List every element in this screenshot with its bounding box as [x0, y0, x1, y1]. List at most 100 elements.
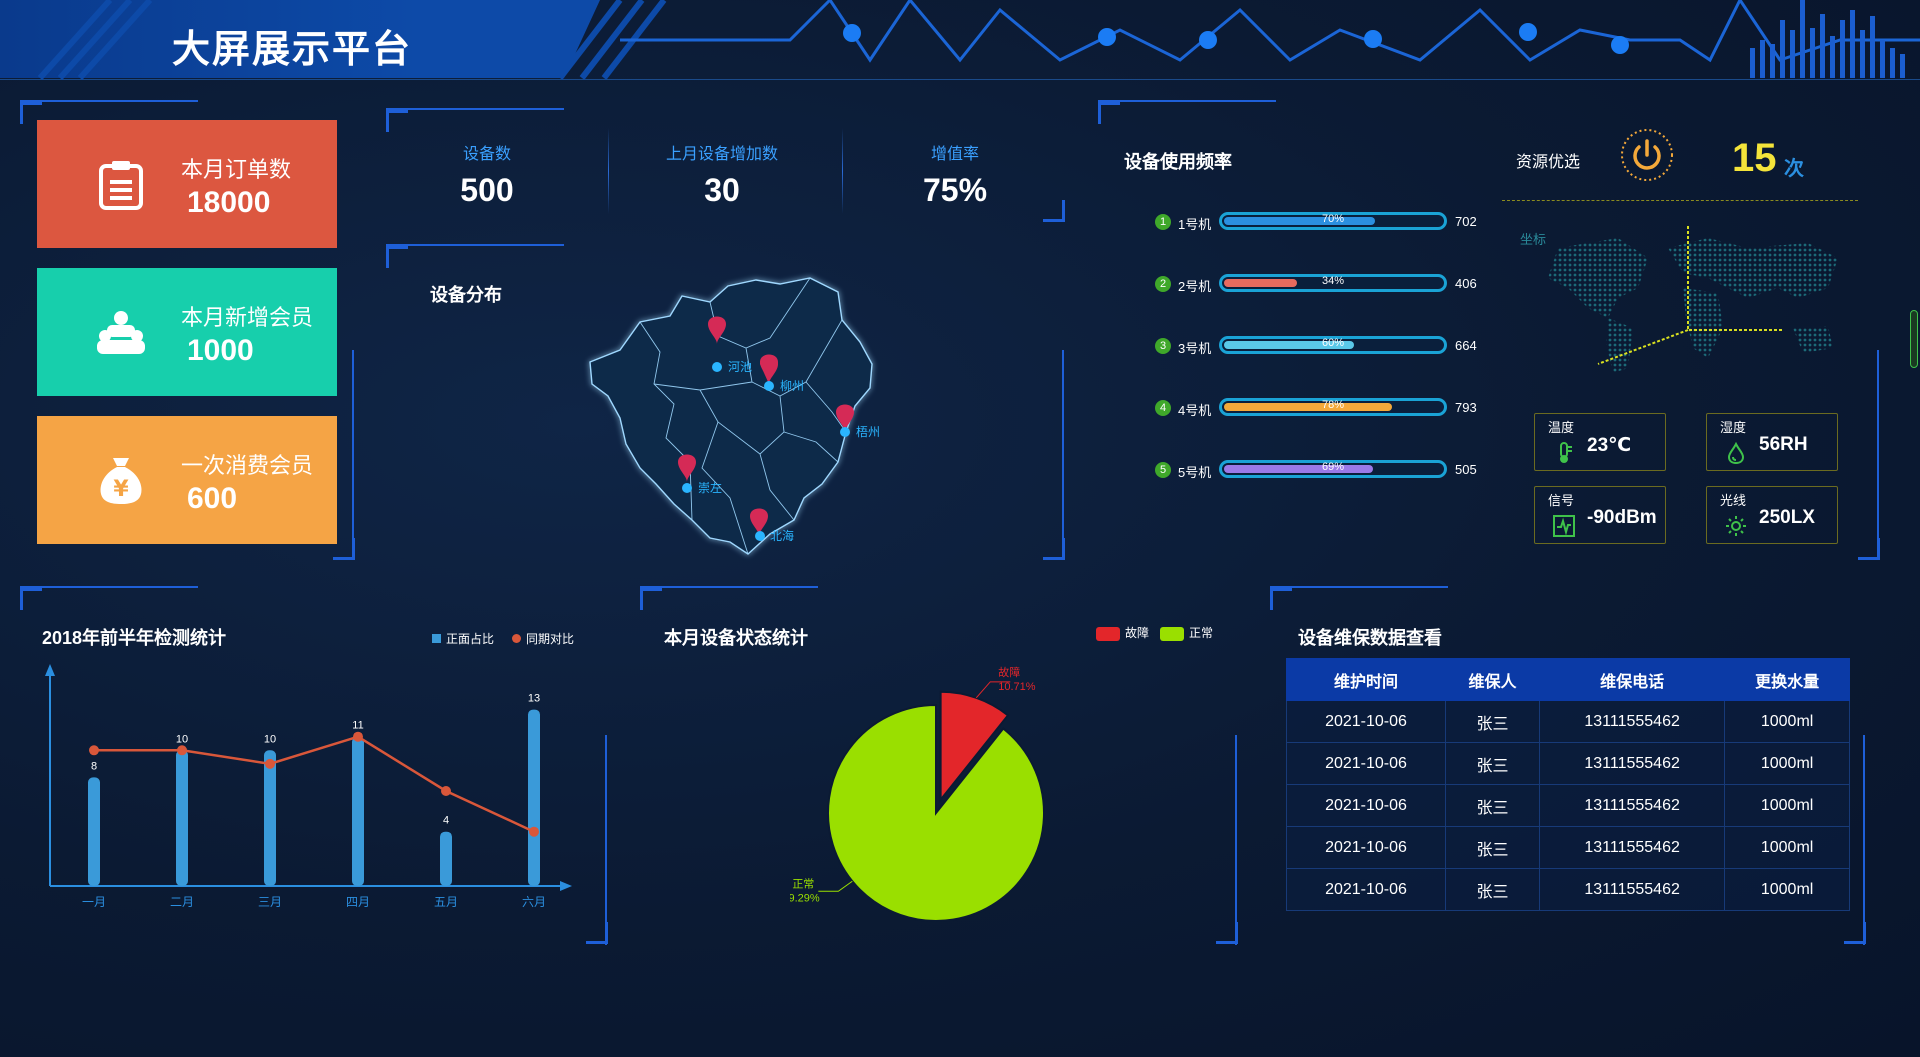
map-pin-icon[interactable] — [760, 354, 778, 392]
usage-percent: 34% — [1321, 275, 1345, 287]
usage-row[interactable]: 4 4号机 78% 793 — [1155, 397, 1485, 421]
x-tick-label: 五月 — [434, 895, 458, 909]
map-region — [589, 277, 873, 555]
sensor-value: 23℃ — [1587, 435, 1632, 456]
legend-label: 正面占比 — [446, 632, 495, 646]
pie-slice[interactable] — [827, 703, 1045, 922]
table-cell: 张三 — [1444, 868, 1541, 911]
map-pin-icon[interactable] — [750, 508, 768, 542]
column-header[interactable]: 维护时间 — [1286, 658, 1446, 701]
column-header[interactable]: 维保人 — [1444, 658, 1541, 701]
kpi-label: 本月新增会员 — [181, 305, 314, 330]
continent — [1606, 318, 1633, 373]
usage-percent: 78% — [1321, 399, 1345, 411]
legend-item-line[interactable]: 同期对比 — [512, 630, 574, 647]
table-row[interactable]: 2021-10-06 张三 13111555462 1000ml — [1286, 826, 1850, 869]
table-row[interactable]: 2021-10-06 张三 13111555462 1000ml — [1286, 742, 1850, 785]
sensor-name: 信号 — [1548, 493, 1575, 508]
droplet-icon — [1727, 442, 1745, 464]
usage-bar-track: 60% — [1219, 336, 1447, 354]
frame-corner — [1098, 102, 1120, 124]
line-point[interactable] — [353, 731, 363, 742]
usage-count: 406 — [1455, 276, 1477, 291]
usage-percent: 60% — [1321, 337, 1345, 349]
usage-count: 664 — [1455, 338, 1477, 353]
sensor-value: 250LX — [1759, 507, 1815, 528]
sensor-light[interactable]: 光线 250LX — [1706, 486, 1838, 544]
scrollbar[interactable] — [1910, 310, 1918, 368]
map-pin-icon[interactable] — [836, 404, 854, 438]
frame-corner — [386, 110, 408, 132]
machine-name: 3号机 — [1178, 341, 1212, 356]
x-tick-label: 六月 — [522, 895, 546, 909]
map-title: 设备分布 — [430, 285, 502, 305]
column-header[interactable]: 维保电话 — [1539, 658, 1726, 701]
usage-title: 设备使用频率 — [1124, 152, 1232, 172]
kpi-card-orders[interactable]: 本月订单数 18000 — [37, 120, 337, 248]
stat-device-increase: 上月设备增加数 30 — [622, 140, 822, 209]
sensor-humidity[interactable]: 湿度 56RH — [1706, 413, 1838, 471]
chart-bar[interactable] — [264, 750, 276, 886]
table-row[interactable]: 2021-10-06 张三 13111555462 1000ml — [1286, 784, 1850, 827]
sensor-temperature[interactable]: 温度 23℃ — [1534, 413, 1666, 471]
table-header-row: 维护时间 维保人 维保电话 更换水量 — [1286, 658, 1850, 701]
table-cell: 2021-10-06 — [1286, 826, 1446, 869]
kpi-label: 一次消费会员 — [181, 453, 314, 478]
power-icon[interactable] — [1620, 128, 1674, 182]
sensor-signal[interactable]: 信号 -90dBm — [1534, 486, 1666, 544]
chart-bar[interactable] — [88, 777, 100, 886]
kpi-card-new-members[interactable]: 本月新增会员 1000 — [37, 268, 337, 396]
rank-badge: 5 — [1155, 462, 1171, 478]
stat-label: 增值率 — [930, 146, 979, 163]
usage-row[interactable]: 2 2号机 34% 406 — [1155, 273, 1485, 297]
chart-bar[interactable] — [440, 831, 452, 886]
legend-swatch — [1160, 626, 1184, 641]
line-point[interactable] — [89, 745, 99, 756]
legend-item-fault[interactable]: 故障 — [1096, 624, 1149, 641]
map-pin-icon[interactable] — [678, 454, 696, 494]
map-pin-icon[interactable] — [708, 316, 726, 373]
usage-bar-track: 70% — [1219, 212, 1447, 230]
usage-row[interactable]: 5 5号机 69% 505 — [1155, 459, 1485, 483]
pie-slice[interactable] — [939, 690, 1010, 803]
maintenance-table: 维护时间 维保人 维保电话 更换水量 2021-10-06 张三 131115554… — [1286, 658, 1850, 911]
x-tick-label: 一月 — [82, 895, 106, 909]
kpi-value: 1000 — [187, 334, 254, 367]
table-row[interactable]: 2021-10-06 张三 13111555462 1000ml — [1286, 868, 1850, 911]
series-line — [94, 735, 535, 833]
line-point[interactable] — [529, 826, 539, 837]
chart-bar[interactable] — [352, 736, 364, 886]
table-row[interactable]: 2021-10-06 张三 13111555462 1000ml — [1286, 700, 1850, 743]
bar-data-label: 4 — [443, 815, 449, 827]
table-cell: 2021-10-06 — [1286, 700, 1446, 743]
line-point[interactable] — [177, 745, 187, 756]
usage-row[interactable]: 3 3号机 60% 664 — [1155, 335, 1485, 359]
kpi-card-one-time-members[interactable]: ¥ 一次消费会员 600 — [37, 416, 337, 544]
legend-item-bar[interactable]: 正面占比 — [432, 630, 494, 647]
pie-value-label: 10.71% — [998, 681, 1036, 693]
frame-line — [1062, 350, 1064, 560]
line-point[interactable] — [265, 758, 275, 769]
x-tick-label: 四月 — [346, 895, 370, 909]
line-point[interactable] — [441, 786, 451, 796]
chart-bar[interactable] — [528, 709, 540, 886]
usage-bar-fill — [1224, 341, 1354, 349]
usage-row[interactable]: 1 1号机 70% 702 — [1155, 211, 1485, 235]
label-leader — [818, 880, 853, 892]
table-cell: 1000ml — [1724, 742, 1850, 785]
table-cell: 1000ml — [1724, 868, 1850, 911]
continent — [1683, 288, 1723, 358]
stat-device-count: 设备数 500 — [387, 140, 587, 209]
map-border — [805, 381, 847, 433]
table-cell: 1000ml — [1724, 784, 1850, 827]
legend-item-normal[interactable]: 正常 — [1160, 624, 1213, 641]
column-header[interactable]: 更换水量 — [1724, 658, 1850, 701]
bar-data-label: 10 — [264, 733, 276, 745]
usage-bar-fill — [1224, 279, 1298, 287]
header-decoration — [37, 0, 1920, 80]
usage-count: 793 — [1455, 400, 1477, 415]
rank-badge: 4 — [1155, 400, 1171, 416]
chart-bar[interactable] — [176, 750, 188, 886]
legend-swatch — [1096, 626, 1120, 641]
stat-label: 设备数 — [462, 146, 511, 163]
